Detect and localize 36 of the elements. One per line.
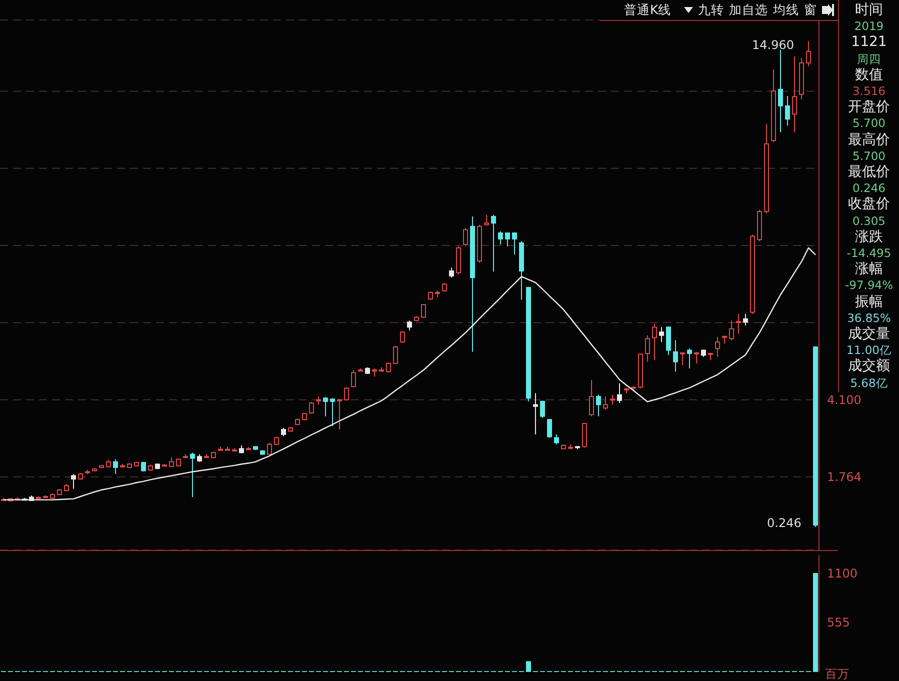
text: 3.516 [852, 83, 886, 100]
text: 成交额 [848, 358, 890, 375]
text: 最高价 [848, 132, 890, 148]
text: 普通K线 [624, 2, 672, 18]
text: 11.00亿 [846, 342, 892, 358]
text: 5.700 [852, 115, 886, 132]
text: 窗 [804, 2, 818, 18]
text: 36.85% [847, 310, 891, 326]
text: 0.246 [852, 180, 886, 196]
text: 加自选 [729, 2, 768, 18]
annotation: 0.246 [767, 516, 802, 530]
annotation: 14.960 [752, 38, 794, 52]
text: 1121 [851, 34, 887, 51]
text: 振幅 [855, 294, 883, 310]
text: 成交量 [848, 326, 890, 342]
text: 涨跌 [855, 228, 883, 246]
text: -14.495 [846, 245, 892, 262]
text: 时间 [855, 2, 883, 18]
text: 收盘价 [848, 196, 890, 213]
y-tick-label: 1.764 [827, 470, 862, 484]
y-tick-label: 1100 [827, 566, 858, 580]
text: 九转 [698, 2, 724, 18]
text: 涨幅 [855, 261, 883, 278]
text: 数值 [855, 66, 883, 84]
text: 2019 [854, 18, 884, 34]
y-axis-title: 百万 [825, 667, 849, 681]
text: 0.305 [852, 212, 886, 229]
y-tick-label: 4.100 [827, 393, 862, 408]
text: 最低价 [848, 164, 890, 180]
text: 开盘价 [848, 99, 890, 116]
text: 5.68亿 [850, 374, 888, 391]
text: 均线 [773, 2, 800, 18]
text: -97.94% [845, 277, 893, 294]
text: 周四 [857, 50, 881, 67]
text: 5.700 [852, 148, 886, 164]
y-tick-label: 555 [827, 615, 850, 630]
